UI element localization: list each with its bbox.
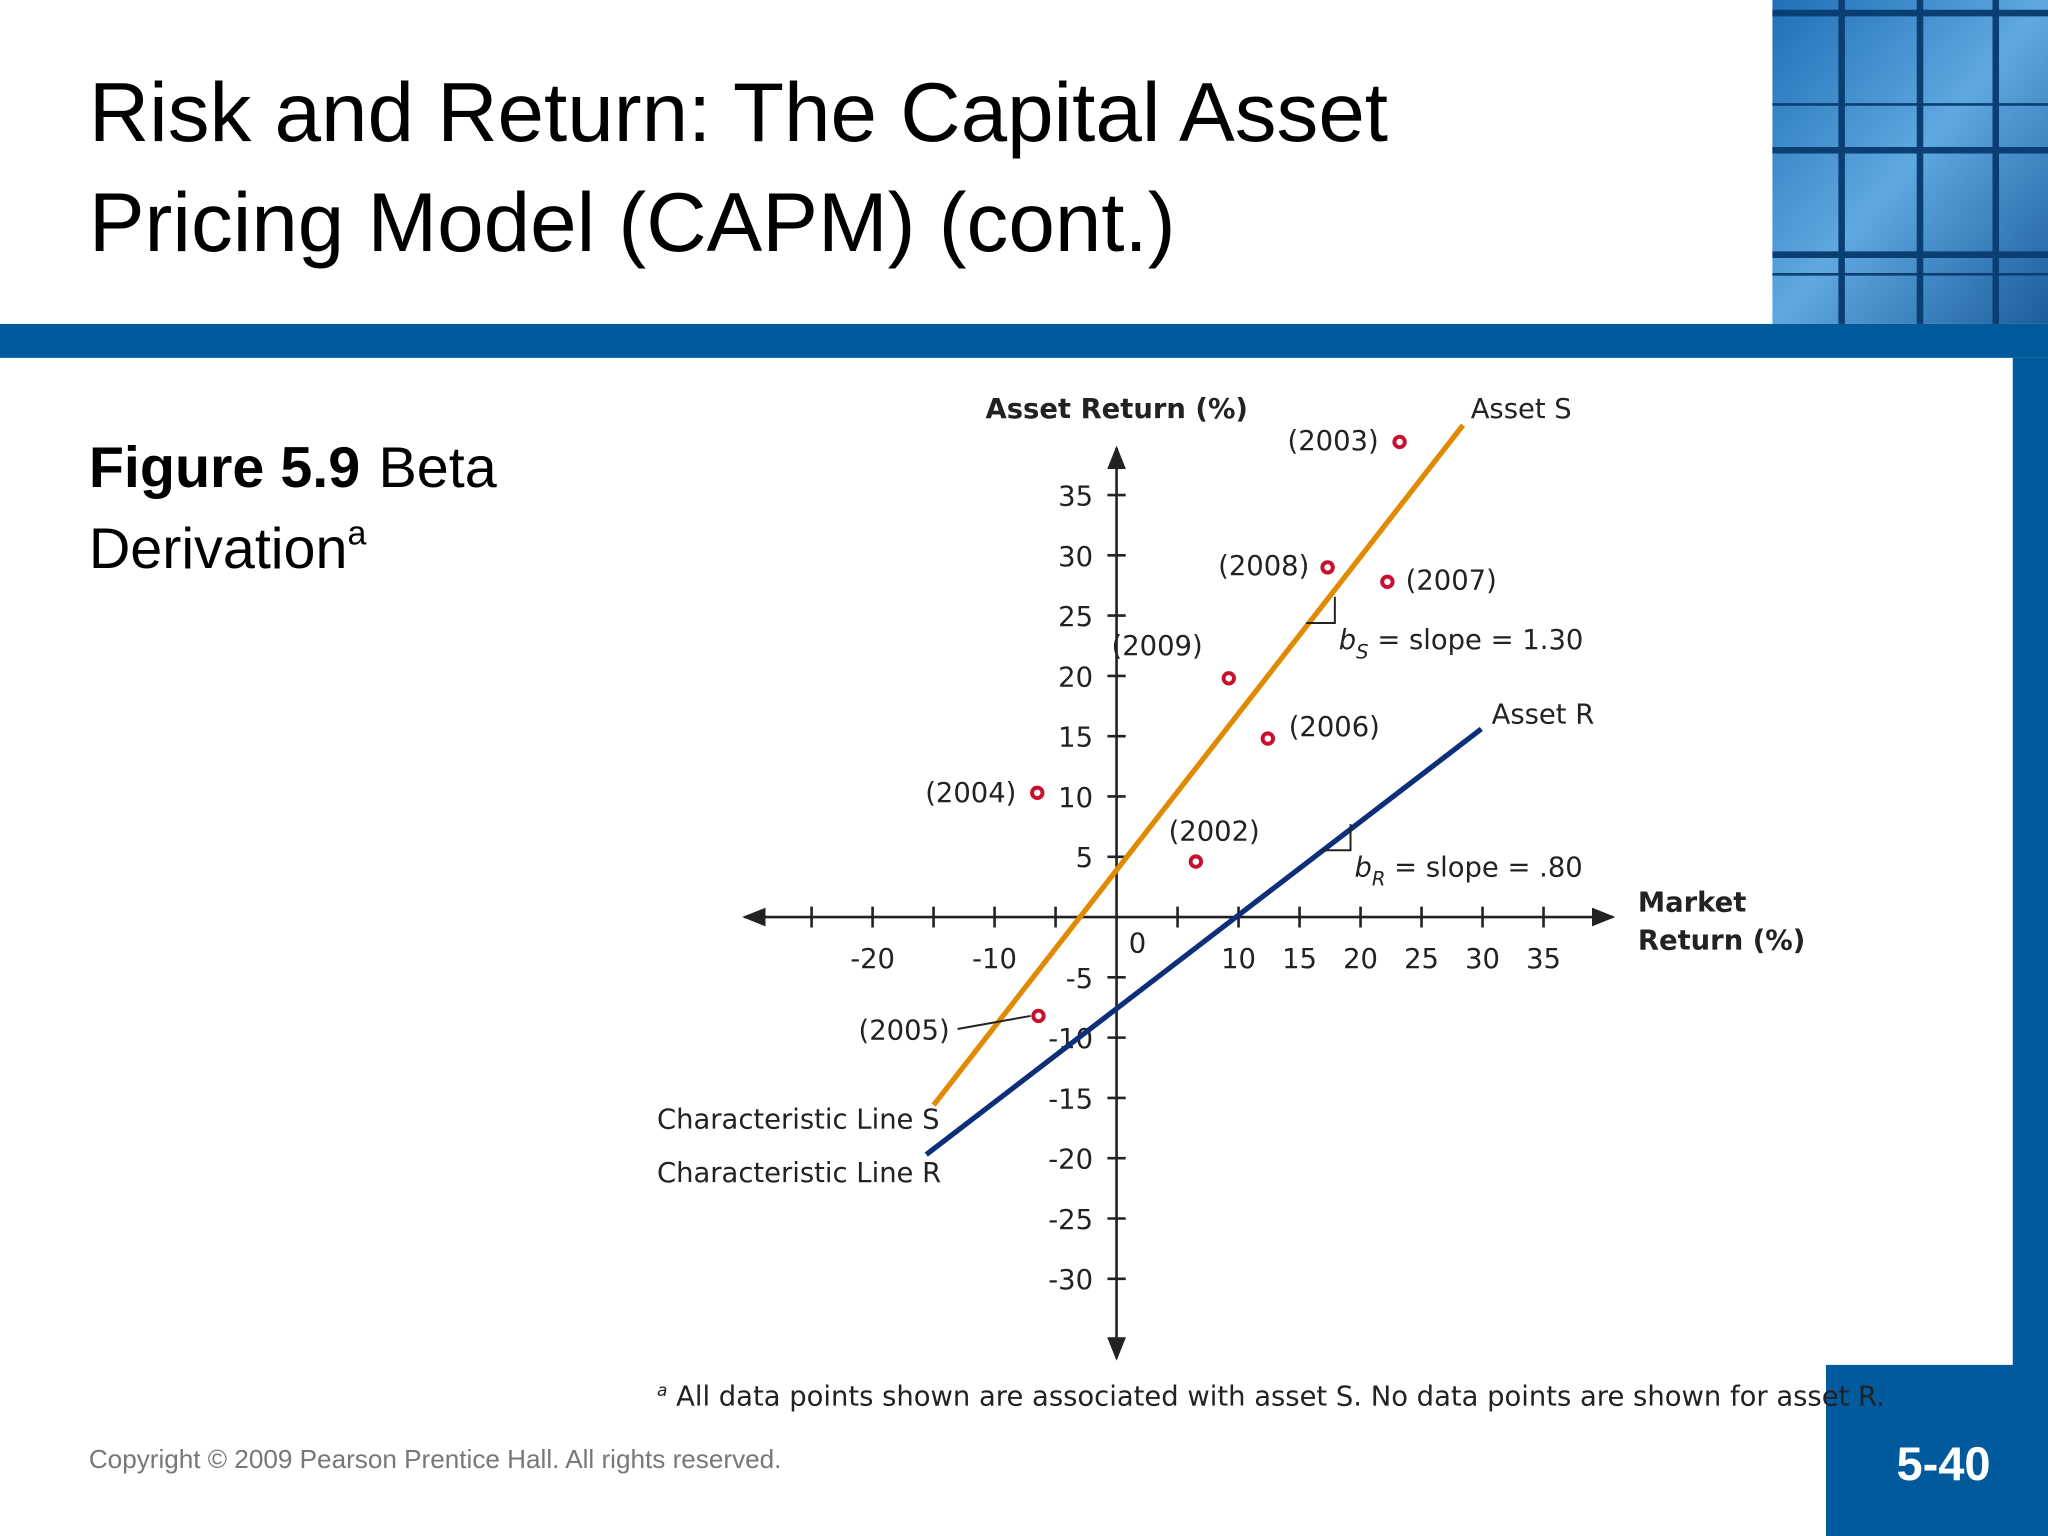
y-tick-label: -30: [1048, 1265, 1093, 1296]
y-tick-label: -25: [1048, 1205, 1093, 1236]
y-tick-label: 20: [1058, 662, 1093, 693]
x-tick-label: -10: [972, 944, 1017, 975]
data-point: [1380, 574, 1395, 590]
slope-marker: [1306, 596, 1336, 624]
line-name: Asset S: [1471, 394, 1572, 425]
caption-title: Beta: [378, 436, 496, 500]
x-tick-label: -20: [850, 944, 895, 975]
footnote: a All data points shown are associated w…: [657, 1381, 1885, 1412]
point-label: (2004): [925, 778, 1016, 809]
point-label: (2002): [1169, 817, 1260, 848]
slope-symbol: b: [1354, 852, 1371, 883]
characteristic-line: [924, 726, 1483, 1157]
x-axis-label: Market: [1638, 888, 1746, 919]
x-tick-label: 35: [1526, 944, 1561, 975]
caption-title: Derivation: [89, 517, 348, 581]
slope-subscript: R: [1372, 868, 1386, 891]
line-label: Characteristic Line R: [657, 1158, 941, 1189]
x-tick-label: 15: [1282, 944, 1317, 975]
x-tick-label: 10: [1221, 944, 1256, 975]
y-tick-label: -5: [1066, 964, 1093, 995]
y-tick-label: 25: [1058, 602, 1093, 633]
point-label: (2007): [1406, 566, 1497, 597]
line-label: Characteristic Line S: [657, 1104, 940, 1135]
chart: Asset Return (%) Market Return (%) a All…: [657, 394, 1885, 1412]
data-point: [1221, 671, 1236, 686]
x-tick-label: 0: [1129, 928, 1146, 959]
y-tick-label: -20: [1048, 1145, 1093, 1176]
slope-note: bR = slope = .80: [1354, 852, 1582, 890]
slide-title: Pricing Model (CAPM) (cont.): [89, 175, 1176, 269]
slope-subscript: S: [1356, 640, 1368, 663]
page-number: 5-40: [1896, 1437, 1990, 1490]
y-tick-label: 35: [1058, 481, 1093, 512]
y-tick-label: -15: [1048, 1084, 1093, 1115]
data-point: [1188, 854, 1204, 869]
slope-symbol: b: [1339, 625, 1356, 656]
figure-caption: Derivationa: [89, 515, 367, 582]
point-label: (2009): [1112, 631, 1203, 662]
page-number-box: [1825, 1364, 2048, 1536]
slope-marker: [1321, 824, 1352, 852]
slope-text: = slope = .80: [1385, 852, 1582, 883]
data-point: [1260, 731, 1276, 746]
x-tick-label: 25: [1404, 944, 1439, 975]
point-label: (2003): [1288, 426, 1379, 457]
slide-title: Risk and Return: The Capital Asset: [89, 65, 1388, 159]
data-point: [1320, 560, 1335, 575]
header-band: [0, 323, 2048, 358]
figure-caption: Figure 5.9 Beta: [89, 436, 497, 500]
data-point: [1392, 434, 1407, 450]
header-image: [1772, 0, 2048, 324]
x-tick-label: 30: [1465, 944, 1500, 975]
y-tick-label: 5: [1076, 843, 1093, 874]
point-label: (2008): [1218, 551, 1309, 582]
side-band: [2012, 357, 2048, 1536]
y-tick-label: 30: [1058, 542, 1093, 573]
characteristic-line: [931, 423, 1466, 1107]
leader-line: [957, 1014, 1031, 1030]
x-tick-label: 20: [1343, 944, 1378, 975]
data-point: [1030, 785, 1045, 801]
slope-note: bS = slope = 1.30: [1339, 625, 1584, 663]
line-name: Asset R: [1492, 700, 1595, 731]
caption-label: Figure 5.9: [89, 436, 360, 500]
data-point: [1031, 1008, 1046, 1024]
copyright: Copyright © 2009 Pearson Prentice Hall. …: [89, 1444, 782, 1474]
slope-text: = slope = 1.30: [1369, 625, 1584, 656]
point-label: (2006): [1289, 712, 1380, 743]
footnote-text: All data points shown are associated wit…: [667, 1381, 1884, 1412]
y-tick-label: 10: [1058, 783, 1093, 814]
footnote-mark: a: [347, 515, 366, 553]
y-axis-label: Asset Return (%): [986, 394, 1248, 425]
footnote-mark: a: [657, 1381, 667, 1401]
x-axis-label: Return (%): [1638, 926, 1805, 957]
y-tick-label: 15: [1058, 723, 1093, 754]
point-label: (2005): [859, 1015, 950, 1046]
